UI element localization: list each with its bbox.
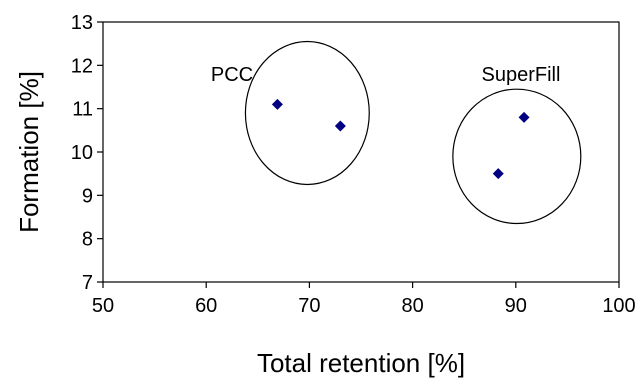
x-tick-label: 100 bbox=[602, 295, 635, 317]
x-axis-title: Total retention [%] bbox=[257, 348, 465, 378]
cluster-circle bbox=[452, 88, 582, 225]
y-tick-label: 10 bbox=[71, 142, 93, 164]
x-tick-label: 50 bbox=[92, 295, 114, 317]
y-tick-label: 13 bbox=[71, 12, 93, 34]
cluster-circle bbox=[244, 40, 370, 186]
x-tick-label: 80 bbox=[401, 295, 423, 317]
annotation-label: PCC bbox=[211, 64, 253, 86]
y-tick-label: 11 bbox=[72, 99, 93, 121]
annotation-label: SuperFill bbox=[481, 64, 560, 86]
annotations: PCC SuperFill bbox=[211, 64, 561, 86]
data-point bbox=[518, 111, 530, 123]
cluster-circles bbox=[244, 40, 582, 225]
y-tick-label: 12 bbox=[71, 55, 93, 77]
data-point bbox=[271, 98, 283, 110]
data-points bbox=[271, 98, 530, 180]
y-tick-label: 7 bbox=[82, 272, 93, 294]
data-point bbox=[492, 168, 504, 180]
plot-area bbox=[102, 21, 620, 283]
x-axis-ticks: 50 60 70 80 90 100 bbox=[92, 282, 636, 317]
x-tick-label: 90 bbox=[505, 295, 527, 317]
y-axis-title: Formation [%] bbox=[14, 71, 44, 233]
x-tick-label: 60 bbox=[195, 295, 217, 317]
x-tick-label: 70 bbox=[298, 295, 320, 317]
y-axis-ticks: 7 8 9 10 11 12 13 bbox=[71, 12, 103, 294]
y-tick-label: 9 bbox=[82, 185, 93, 207]
y-tick-label: 8 bbox=[82, 229, 93, 251]
data-point bbox=[334, 120, 346, 132]
